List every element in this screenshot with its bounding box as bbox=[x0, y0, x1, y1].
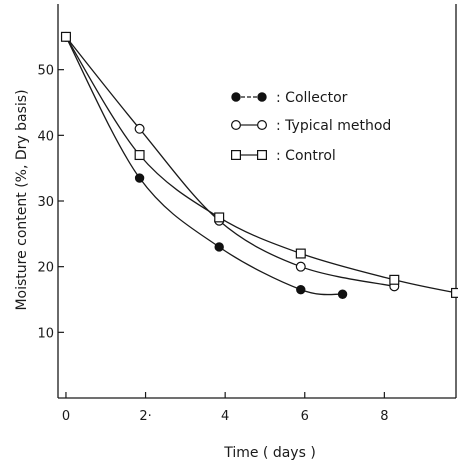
collector-curve bbox=[65, 36, 343, 296]
typical-curve bbox=[65, 36, 395, 288]
control-point bbox=[451, 287, 458, 298]
collector-point bbox=[214, 242, 224, 252]
collector-legend-label: : Collector bbox=[276, 90, 348, 106]
x-tick-label: 6 bbox=[301, 409, 309, 424]
collector-point bbox=[337, 289, 348, 299]
series-curves bbox=[65, 36, 457, 296]
y-tick-label: 30 bbox=[37, 195, 54, 210]
typical-point bbox=[134, 123, 145, 134]
typical-legend-marker bbox=[231, 119, 242, 130]
control-point bbox=[389, 274, 400, 285]
y-tick-label: 50 bbox=[37, 64, 54, 79]
legend: : Collector : Typical method : Control bbox=[231, 90, 391, 164]
control-legend-marker bbox=[231, 150, 242, 161]
control-point bbox=[60, 31, 71, 42]
y-tick-label: 20 bbox=[37, 261, 54, 276]
control-curve bbox=[65, 36, 457, 294]
control-point bbox=[214, 212, 225, 223]
y-tick-label: 40 bbox=[37, 129, 54, 144]
collector-legend-marker bbox=[257, 92, 267, 102]
collector-legend-marker bbox=[231, 92, 241, 102]
typical-legend-marker bbox=[257, 119, 268, 130]
y-axis-label: Moisture content (%, Dry basis) bbox=[14, 89, 30, 310]
x-tick-label: 8 bbox=[380, 409, 388, 424]
typical-point bbox=[295, 261, 306, 272]
y-tick-label: 10 bbox=[37, 326, 54, 341]
control-legend-label: : Control bbox=[276, 148, 336, 164]
collector-point bbox=[134, 173, 145, 183]
control-legend-marker bbox=[257, 150, 268, 161]
x-tick-label: 4 bbox=[221, 409, 229, 424]
x-axis-label: Time ( days ) bbox=[223, 445, 316, 461]
x-tick-label: 0 bbox=[62, 409, 70, 424]
axes bbox=[57, 4, 457, 399]
x-tick-label: 2· bbox=[139, 409, 151, 424]
series-markers bbox=[60, 31, 458, 299]
control-point bbox=[295, 248, 306, 259]
collector-point bbox=[296, 284, 306, 295]
ticks: 0 2· 4 6 8 10 20 30 40 50 bbox=[37, 64, 388, 424]
control-point bbox=[134, 150, 145, 161]
typical-legend-label: : Typical method bbox=[276, 118, 391, 134]
